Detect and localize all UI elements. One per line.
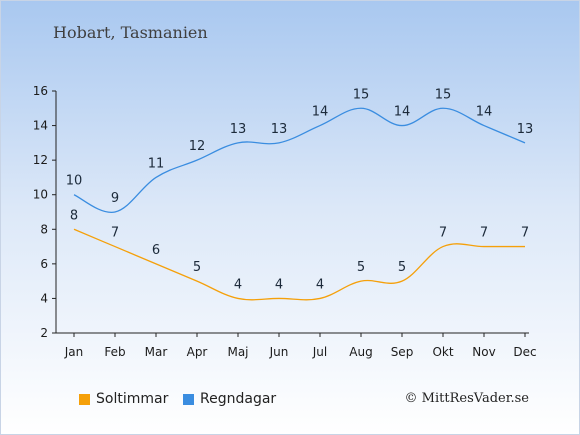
data-label-sun: 4	[316, 277, 324, 292]
x-tick-label: Jan	[64, 345, 84, 359]
y-tick-label: 2	[40, 326, 48, 340]
x-tick-label: Maj	[227, 345, 248, 359]
data-label-sun: 7	[480, 226, 488, 241]
data-label-rain: 14	[394, 105, 411, 120]
y-tick-label: 10	[33, 188, 48, 202]
data-label-sun: 5	[357, 260, 365, 275]
x-tick-label: Aug	[349, 345, 372, 359]
x-tick-label: Jul	[312, 345, 327, 359]
data-label-sun: 5	[398, 260, 406, 275]
legend-swatch-sun	[79, 393, 90, 405]
copyright-text: © MittResVader.se	[404, 391, 529, 406]
data-label-sun: 8	[70, 208, 78, 223]
x-tick-label: Dec	[513, 345, 536, 359]
data-label-sun: 4	[275, 277, 283, 292]
y-tick-label: 4	[40, 291, 48, 305]
series-line-rain	[73, 107, 526, 213]
data-label-sun: 7	[111, 226, 119, 241]
legend-label-sun: Soltimmar	[96, 391, 169, 407]
x-tick-label: Mar	[145, 345, 168, 359]
x-tick-label: Apr	[187, 345, 208, 359]
data-label-sun: 7	[521, 226, 529, 241]
x-tick-label: Nov	[472, 345, 495, 359]
legend-item-rain: Regndagar	[183, 391, 276, 407]
data-label-rain: 11	[148, 156, 165, 171]
chart-title: Hobart, Tasmanien	[53, 23, 208, 42]
y-tick-label: 8	[40, 222, 48, 236]
y-tick-label: 14	[33, 119, 48, 133]
data-label-rain: 15	[353, 87, 370, 102]
data-label-rain: 13	[271, 122, 288, 137]
legend-item-sun: Soltimmar	[79, 391, 168, 407]
legend-label-rain: Regndagar	[200, 391, 277, 407]
x-tick-label: Okt	[432, 345, 453, 359]
data-label-rain: 9	[111, 191, 119, 206]
data-label-rain: 13	[517, 122, 534, 137]
data-label-rain: 14	[476, 105, 493, 120]
y-tick-label: 6	[40, 257, 48, 271]
x-tick-label: Sep	[391, 345, 414, 359]
legend-swatch-rain	[183, 393, 194, 405]
data-label-sun: 7	[439, 226, 447, 241]
data-label-rain: 12	[189, 139, 206, 154]
y-tick-label: 12	[33, 153, 48, 167]
x-tick-label: Jun	[269, 345, 289, 359]
x-tick-label: Feb	[104, 345, 125, 359]
data-label-sun: 6	[152, 243, 160, 258]
data-label-rain: 14	[312, 105, 329, 120]
data-label-sun: 5	[193, 260, 201, 275]
data-label-rain: 13	[230, 122, 247, 137]
data-label-sun: 4	[234, 277, 242, 292]
y-tick-label: 16	[33, 84, 48, 98]
data-label-rain: 10	[66, 174, 83, 189]
data-label-rain: 15	[435, 87, 452, 102]
series-line-sun	[73, 228, 525, 301]
